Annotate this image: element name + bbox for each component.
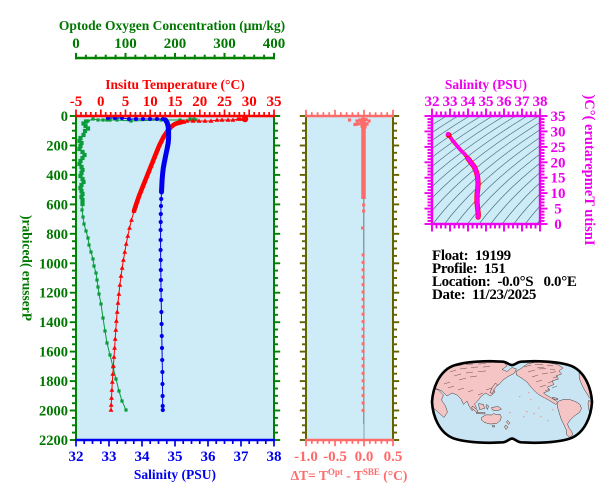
svg-text:1800: 1800 [39, 374, 68, 390]
svg-text:0: 0 [554, 217, 562, 233]
svg-text:5: 5 [122, 94, 130, 110]
svg-text:-1.0: -1.0 [294, 449, 318, 465]
svg-text:Insitu Temperature (°C): Insitu Temperature (°C) [105, 77, 244, 92]
svg-text:200: 200 [46, 138, 68, 154]
svg-text:0: 0 [72, 36, 80, 52]
svg-text:Optode Oxygen Concentration (μ: Optode Oxygen Concentration (μm/kg) [59, 18, 285, 33]
svg-text:5: 5 [554, 202, 562, 218]
svg-text:Float: 19199: Float: 19199 [432, 248, 511, 264]
svg-text:25: 25 [551, 140, 566, 156]
svg-text:38: 38 [267, 449, 282, 465]
svg-text:15: 15 [551, 171, 566, 187]
svg-text:1200: 1200 [39, 286, 68, 302]
svg-text:38: 38 [533, 94, 548, 110]
svg-text:33: 33 [102, 449, 117, 465]
svg-text:37: 37 [234, 449, 250, 465]
svg-text:400: 400 [46, 168, 68, 184]
svg-text:34: 34 [135, 449, 151, 465]
svg-text:ΔT= TOpt - TSBE (°C): ΔT= TOpt - TSBE (°C) [291, 467, 408, 483]
svg-text:800: 800 [46, 227, 68, 243]
svg-text:30: 30 [242, 94, 257, 110]
svg-text:35: 35 [551, 109, 566, 125]
svg-text:37: 37 [515, 94, 531, 110]
svg-text:35: 35 [168, 449, 183, 465]
svg-text:100: 100 [114, 36, 137, 52]
svg-text:30: 30 [551, 124, 566, 140]
svg-text:-0.5: -0.5 [323, 449, 347, 465]
svg-text:35: 35 [479, 94, 494, 110]
svg-text:33: 33 [443, 94, 458, 110]
svg-text:36: 36 [497, 94, 513, 110]
svg-text:Location: -0.0°S 0.0°E: Location: -0.0°S 0.0°E [432, 274, 577, 290]
svg-text:34: 34 [461, 94, 477, 110]
svg-text:10: 10 [143, 94, 158, 110]
svg-text:36: 36 [201, 449, 217, 465]
svg-text:600: 600 [46, 197, 68, 213]
svg-text:300: 300 [213, 36, 236, 52]
svg-text:-5: -5 [70, 94, 83, 110]
svg-text:20: 20 [551, 155, 566, 171]
svg-text:Salinity (PSU): Salinity (PSU) [134, 467, 216, 482]
svg-text:Profile: 151: Profile: 151 [432, 261, 505, 277]
svg-text:32: 32 [69, 449, 84, 465]
svg-text:2200: 2200 [39, 433, 68, 449]
svg-text:1000: 1000 [39, 256, 68, 272]
svg-text:20: 20 [192, 94, 207, 110]
svg-text:1400: 1400 [39, 315, 68, 331]
svg-text:10: 10 [551, 186, 566, 202]
svg-text:35: 35 [267, 94, 282, 110]
svg-text:)rabiced( erusserP: )rabiced( erusserP [20, 215, 35, 321]
svg-text:0.0: 0.0 [355, 449, 374, 465]
svg-text:400: 400 [263, 36, 286, 52]
svg-text:Salinity (PSU): Salinity (PSU) [445, 77, 527, 92]
svg-text:)C°( erutarepmeT utisnI: )C°( erutarepmeT utisnI [581, 94, 597, 245]
svg-text:200: 200 [164, 36, 187, 52]
svg-text:25: 25 [217, 94, 232, 110]
svg-text:15: 15 [168, 94, 183, 110]
svg-text:Date: 11/23/2025: Date: 11/23/2025 [432, 287, 536, 303]
svg-text:0: 0 [97, 94, 105, 110]
svg-text:0: 0 [61, 109, 68, 125]
svg-text:2000: 2000 [39, 404, 68, 420]
svg-text:0.5: 0.5 [384, 449, 403, 465]
svg-text:1600: 1600 [39, 345, 68, 361]
svg-text:32: 32 [425, 94, 440, 110]
